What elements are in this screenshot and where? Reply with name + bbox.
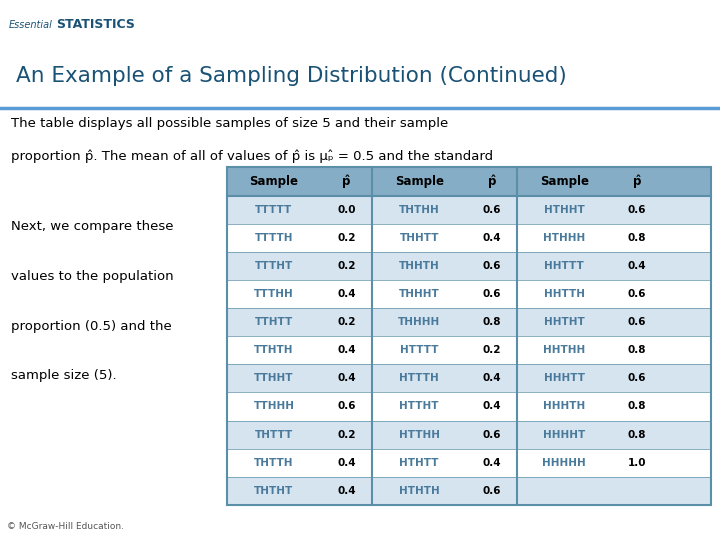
Text: HTHHT: HTHHT xyxy=(544,205,585,214)
Text: 1.0: 1.0 xyxy=(628,458,646,468)
Text: HHTHT: HHTHT xyxy=(544,317,585,327)
Text: HHHTT: HHHTT xyxy=(544,373,585,383)
Bar xyxy=(227,421,711,449)
Text: 0.4: 0.4 xyxy=(482,458,501,468)
Text: 0.4: 0.4 xyxy=(337,486,356,496)
Bar xyxy=(227,167,711,195)
Text: HHHTH: HHHTH xyxy=(543,401,585,411)
Text: Next, we compare these: Next, we compare these xyxy=(11,220,174,233)
Text: TTTTH: TTTTH xyxy=(255,233,293,242)
Text: 0.6: 0.6 xyxy=(628,289,646,299)
Text: 0.6: 0.6 xyxy=(337,401,356,411)
Text: HTHTT: HTHTT xyxy=(400,458,439,468)
Text: TTHHT: TTHHT xyxy=(254,373,294,383)
Text: 0.8: 0.8 xyxy=(628,401,646,411)
Text: THTHH: THTHH xyxy=(399,205,439,214)
Text: 0.2: 0.2 xyxy=(337,430,356,440)
Bar xyxy=(227,195,711,224)
Text: 0.8: 0.8 xyxy=(628,345,646,355)
Text: TTTHH: TTTHH xyxy=(254,289,294,299)
Text: 0.6: 0.6 xyxy=(628,317,646,327)
Text: p̂: p̂ xyxy=(343,175,351,188)
Bar xyxy=(227,224,711,252)
Text: 0.4: 0.4 xyxy=(482,401,501,411)
Text: The table displays all possible samples of size 5 and their sample: The table displays all possible samples … xyxy=(11,117,448,130)
Bar xyxy=(227,477,711,505)
Bar xyxy=(227,308,711,336)
Text: THHTH: THHTH xyxy=(399,261,439,271)
Text: Sample: Sample xyxy=(540,175,589,188)
Text: TTHTT: TTHTT xyxy=(255,317,293,327)
Text: 0.2: 0.2 xyxy=(482,345,501,355)
Text: HHHHH: HHHHH xyxy=(542,458,586,468)
Text: HTTHT: HTTHT xyxy=(400,401,439,411)
Text: HTTHH: HTTHH xyxy=(399,430,440,440)
Text: 0.2: 0.2 xyxy=(337,233,356,242)
Text: 0.4: 0.4 xyxy=(337,373,356,383)
Text: © McGraw-Hill Education.: © McGraw-Hill Education. xyxy=(7,522,125,531)
Text: HHTHH: HHTHH xyxy=(543,345,585,355)
Text: HTTTH: HTTTH xyxy=(400,373,439,383)
Text: William Navidi    Barry Monk: William Navidi Barry Monk xyxy=(276,19,444,30)
Text: 0.4: 0.4 xyxy=(482,233,501,242)
Bar xyxy=(227,336,711,364)
Text: THHTT: THHTT xyxy=(400,233,439,242)
Text: TTTHT: TTTHT xyxy=(255,261,293,271)
Bar xyxy=(227,449,711,477)
Text: STATISTICS: STATISTICS xyxy=(56,18,135,31)
Text: HTHTH: HTHTH xyxy=(399,486,439,496)
Text: 0.6: 0.6 xyxy=(628,373,646,383)
Text: 0.6: 0.6 xyxy=(482,205,501,214)
Bar xyxy=(227,393,711,421)
Text: p̂: p̂ xyxy=(633,175,641,188)
Text: 0.8: 0.8 xyxy=(628,233,646,242)
Bar xyxy=(227,280,711,308)
Text: THTTT: THTTT xyxy=(255,430,293,440)
Text: An Example of a Sampling Distribution (Continued): An Example of a Sampling Distribution (C… xyxy=(16,66,567,86)
Text: Sample: Sample xyxy=(395,175,444,188)
Text: 0.0: 0.0 xyxy=(337,205,356,214)
Text: THTTH: THTTH xyxy=(254,458,294,468)
Text: sample size (5).: sample size (5). xyxy=(11,369,117,382)
Text: 0.8: 0.8 xyxy=(482,317,501,327)
Text: HHHHT: HHHHT xyxy=(543,430,585,440)
Bar xyxy=(227,364,711,393)
Text: 0.8: 0.8 xyxy=(628,430,646,440)
Text: HTTTT: HTTTT xyxy=(400,345,438,355)
Text: 0.2: 0.2 xyxy=(337,317,356,327)
Text: values to the population: values to the population xyxy=(11,270,174,283)
Text: 0.4: 0.4 xyxy=(337,289,356,299)
Text: proportion p̂. The mean of all of values of p̂ is μₚ̂ = 0.5 and the standard: proportion p̂. The mean of all of values… xyxy=(11,150,493,163)
Text: 0.4: 0.4 xyxy=(337,458,356,468)
Text: THTHT: THTHT xyxy=(254,486,294,496)
Bar xyxy=(227,252,711,280)
Text: Essential: Essential xyxy=(9,19,53,30)
Text: THHHH: THHHH xyxy=(398,317,440,327)
Text: 0.6: 0.6 xyxy=(482,486,501,496)
Text: proportion (0.5) and the: proportion (0.5) and the xyxy=(11,320,171,333)
Text: Sample: Sample xyxy=(249,175,299,188)
Text: HHTTT: HHTTT xyxy=(544,261,584,271)
Text: 0.6: 0.6 xyxy=(482,261,501,271)
Text: HTHHH: HTHHH xyxy=(543,233,585,242)
Text: 0.4: 0.4 xyxy=(337,345,356,355)
Text: TTTTT: TTTTT xyxy=(256,205,292,214)
Text: 0.6: 0.6 xyxy=(628,205,646,214)
Text: 0.4: 0.4 xyxy=(628,261,646,271)
Text: TTHHH: TTHHH xyxy=(253,401,294,411)
Text: TTHTH: TTHTH xyxy=(254,345,294,355)
Text: 0.2: 0.2 xyxy=(337,261,356,271)
Text: THHHT: THHHT xyxy=(399,289,439,299)
Text: 0.6: 0.6 xyxy=(482,430,501,440)
Text: 0.4: 0.4 xyxy=(482,373,501,383)
Text: p̂: p̂ xyxy=(487,175,496,188)
Text: HHTTH: HHTTH xyxy=(544,289,585,299)
Bar xyxy=(4,4,220,47)
Text: 0.6: 0.6 xyxy=(482,289,501,299)
